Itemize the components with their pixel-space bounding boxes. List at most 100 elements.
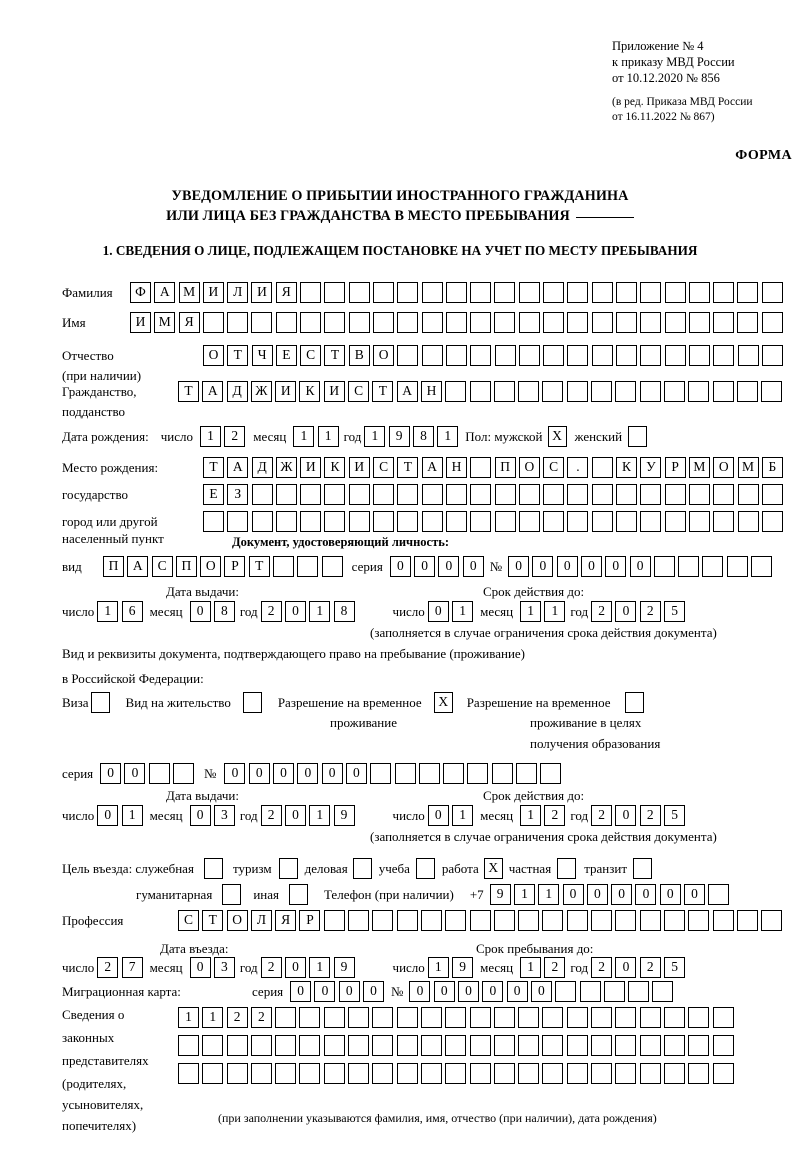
char-cell[interactable] <box>737 282 759 303</box>
char-cell[interactable] <box>737 312 759 333</box>
char-cell[interactable]: 0 <box>635 884 657 905</box>
char-cell[interactable] <box>275 1035 297 1056</box>
char-cell[interactable] <box>713 282 735 303</box>
char-cell[interactable]: 0 <box>124 763 146 784</box>
char-cell[interactable] <box>737 484 759 505</box>
char-cell[interactable] <box>566 1035 588 1056</box>
char-cell[interactable] <box>300 484 322 505</box>
char-cell[interactable] <box>566 1063 588 1084</box>
char-cell[interactable]: 0 <box>684 884 706 905</box>
char-cell[interactable] <box>567 484 589 505</box>
char-cell[interactable]: 6 <box>121 601 143 622</box>
char-cell[interactable]: 0 <box>189 957 211 978</box>
char-cell[interactable]: 0 <box>273 763 295 784</box>
char-cell[interactable]: 0 <box>586 884 608 905</box>
char-cell[interactable] <box>397 484 419 505</box>
char-cell[interactable] <box>445 1063 467 1084</box>
char-cell[interactable]: 0 <box>532 556 554 577</box>
char-cell[interactable] <box>567 511 589 532</box>
char-cell[interactable] <box>396 910 418 931</box>
char-cell[interactable]: 9 <box>452 957 474 978</box>
char-cell[interactable] <box>737 511 759 532</box>
char-cell[interactable]: 1 <box>199 426 221 447</box>
char-cell[interactable]: 2 <box>226 1007 248 1028</box>
char-cell[interactable] <box>640 282 662 303</box>
char-cell[interactable] <box>628 981 650 1002</box>
char-cell[interactable]: А <box>396 381 418 402</box>
char-cell[interactable] <box>615 282 637 303</box>
char-cell[interactable] <box>713 511 735 532</box>
char-cell[interactable]: 0 <box>314 981 336 1002</box>
char-cell[interactable] <box>579 981 601 1002</box>
char-cell[interactable] <box>591 1007 613 1028</box>
char-cell[interactable]: 0 <box>189 805 211 826</box>
char-cell[interactable] <box>372 312 394 333</box>
char-cell[interactable] <box>761 910 783 931</box>
char-cell[interactable] <box>445 381 467 402</box>
char-cell[interactable]: А <box>154 282 176 303</box>
purpose-private-checkbox[interactable] <box>557 858 577 879</box>
char-cell[interactable] <box>251 511 273 532</box>
char-cell[interactable] <box>323 910 345 931</box>
char-cell[interactable] <box>542 381 564 402</box>
char-cell[interactable]: 9 <box>388 426 410 447</box>
char-cell[interactable]: 2 <box>97 957 119 978</box>
char-cell[interactable] <box>445 345 467 366</box>
char-cell[interactable] <box>470 484 492 505</box>
char-cell[interactable] <box>178 1035 199 1056</box>
char-cell[interactable] <box>202 1063 224 1084</box>
char-cell[interactable]: 0 <box>508 556 530 577</box>
legal-input-3[interactable] <box>178 1063 734 1084</box>
char-cell[interactable] <box>251 312 273 333</box>
char-cell[interactable]: 1 <box>437 426 459 447</box>
char-cell[interactable] <box>543 484 565 505</box>
char-cell[interactable] <box>712 1007 734 1028</box>
char-cell[interactable] <box>615 312 637 333</box>
char-cell[interactable] <box>591 312 613 333</box>
char-cell[interactable] <box>591 381 613 402</box>
char-cell[interactable]: 0 <box>659 884 681 905</box>
char-cell[interactable] <box>591 282 613 303</box>
char-cell[interactable] <box>518 381 540 402</box>
char-cell[interactable] <box>615 1035 637 1056</box>
char-cell[interactable] <box>688 345 710 366</box>
char-cell[interactable]: Л <box>227 282 249 303</box>
char-cell[interactable] <box>445 910 467 931</box>
char-cell[interactable] <box>299 1007 321 1028</box>
visa-checkbox[interactable] <box>90 692 110 713</box>
char-cell[interactable]: О <box>713 457 735 478</box>
char-cell[interactable]: 0 <box>363 981 385 1002</box>
char-cell[interactable] <box>491 763 513 784</box>
char-cell[interactable] <box>469 381 491 402</box>
char-cell[interactable]: 0 <box>409 981 431 1002</box>
char-cell[interactable] <box>418 763 440 784</box>
char-cell[interactable] <box>469 1035 491 1056</box>
char-cell[interactable]: А <box>202 381 224 402</box>
char-cell[interactable] <box>421 484 443 505</box>
purpose-transit-checkbox[interactable] <box>633 858 653 879</box>
char-cell[interactable]: Р <box>299 910 321 931</box>
char-cell[interactable] <box>469 1063 491 1084</box>
char-cell[interactable] <box>761 511 783 532</box>
char-cell[interactable] <box>639 1063 661 1084</box>
char-cell[interactable] <box>567 312 589 333</box>
char-cell[interactable] <box>227 511 249 532</box>
char-cell[interactable] <box>663 1035 685 1056</box>
char-cell[interactable] <box>566 910 588 931</box>
char-cell[interactable] <box>736 910 758 931</box>
purpose-other-checkbox[interactable] <box>288 884 308 905</box>
char-cell[interactable] <box>493 381 515 402</box>
char-cell[interactable] <box>616 345 638 366</box>
char-cell[interactable]: 0 <box>100 763 122 784</box>
char-cell[interactable]: 0 <box>462 556 484 577</box>
sex-female-checkbox[interactable] <box>628 426 648 447</box>
char-cell[interactable] <box>203 511 224 532</box>
char-cell[interactable]: О <box>226 910 248 931</box>
char-cell[interactable] <box>615 381 637 402</box>
